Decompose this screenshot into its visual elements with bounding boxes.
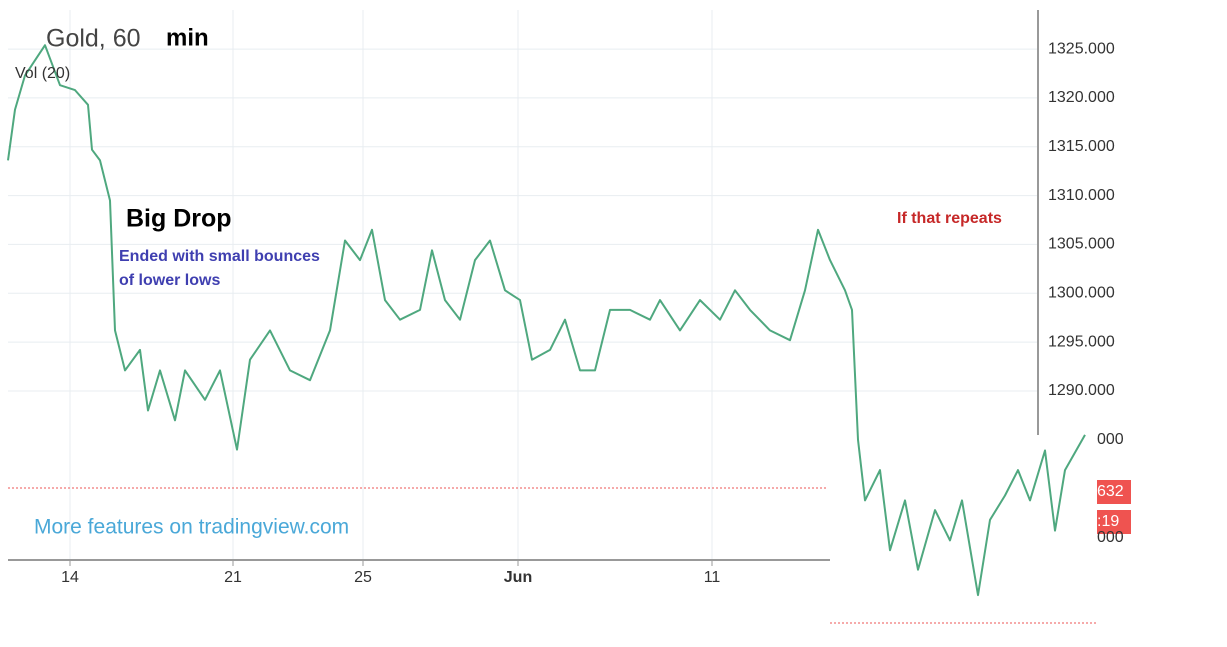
x-tick-label: 25 bbox=[354, 569, 372, 586]
time-badge bbox=[1097, 510, 1131, 534]
x-tick-label: Jun bbox=[504, 569, 532, 586]
y-tick-label: 1315.000 bbox=[1048, 138, 1115, 155]
annotation: Ended with small bounces bbox=[119, 248, 320, 265]
y-tick-label: 1295.000 bbox=[1048, 333, 1115, 350]
chart-title: Gold, 60 bbox=[46, 25, 141, 53]
annotation: of lower lows bbox=[119, 272, 220, 289]
inset-label: :19 bbox=[1097, 513, 1119, 530]
annotation: If that repeats bbox=[897, 210, 1002, 227]
y-tick-label: 1305.000 bbox=[1048, 236, 1115, 253]
x-tick-label: 21 bbox=[224, 569, 242, 586]
inset-label: 632 bbox=[1097, 483, 1124, 500]
indicator-label: Vol (20) bbox=[15, 65, 70, 82]
x-tick-label: 11 bbox=[704, 569, 721, 586]
y-tick-label: 1325.000 bbox=[1048, 40, 1115, 57]
annotation: Big Drop bbox=[126, 205, 232, 233]
inset-label: 000 bbox=[1097, 431, 1124, 448]
y-tick-label: 1290.000 bbox=[1048, 382, 1115, 399]
title-suffix: min bbox=[166, 24, 209, 51]
inset-label: 000 bbox=[1097, 529, 1124, 546]
inset-panel bbox=[830, 435, 1097, 625]
watermark: More features on tradingview.com bbox=[34, 516, 349, 539]
x-tick-label: 14 bbox=[61, 569, 79, 586]
price-badge bbox=[1097, 480, 1131, 504]
y-tick-label: 1320.000 bbox=[1048, 89, 1115, 106]
price-line bbox=[7, 44, 1086, 597]
y-tick-label: 1300.000 bbox=[1048, 284, 1115, 301]
y-tick-label: 1310.000 bbox=[1048, 187, 1115, 204]
